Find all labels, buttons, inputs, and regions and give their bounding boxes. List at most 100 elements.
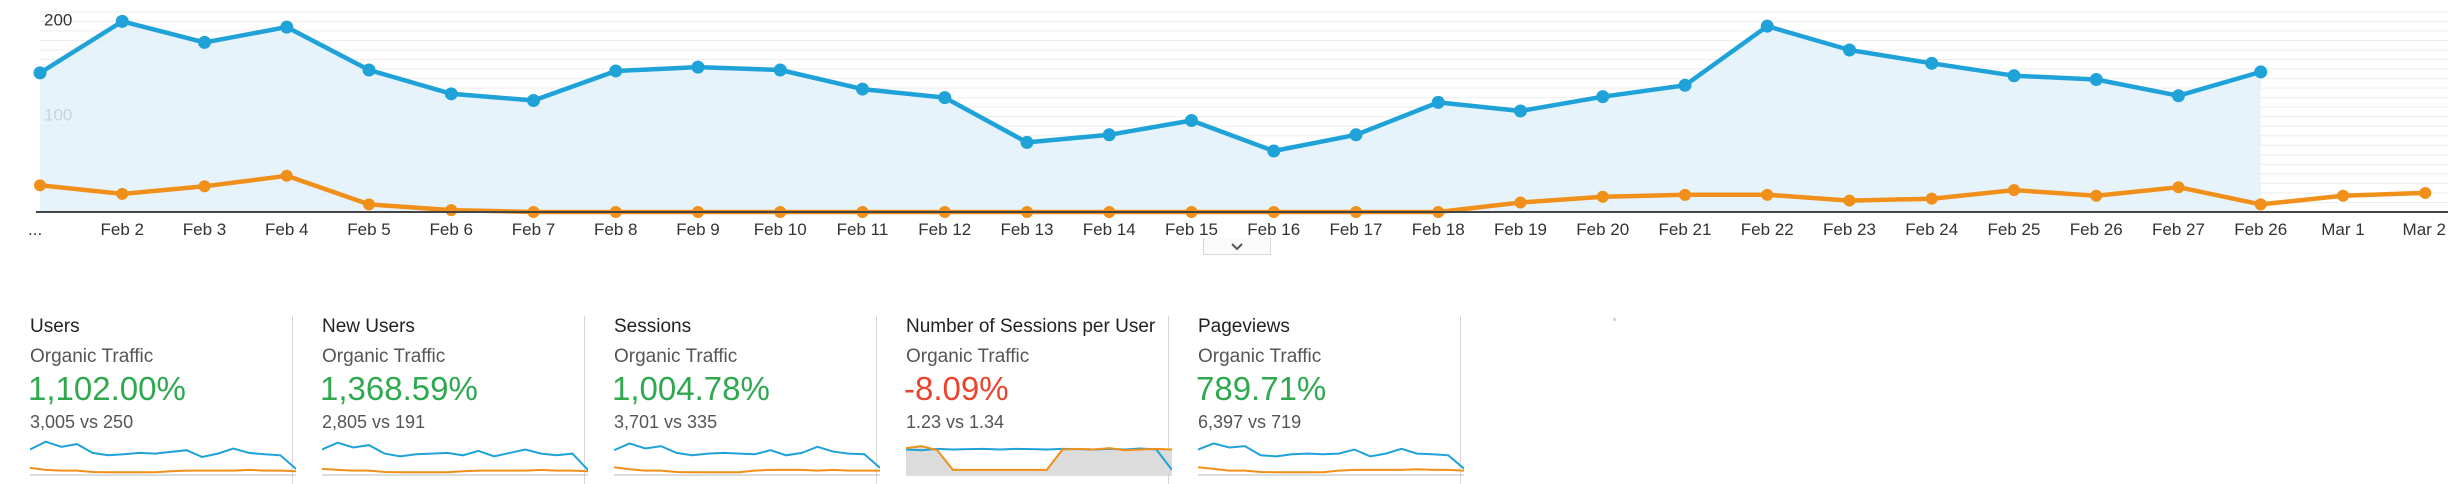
x-tick-label: Feb 14 (1083, 220, 1136, 239)
data-point (1843, 43, 1856, 57)
data-point (1267, 144, 1281, 158)
metric-compare: 3,701 vs 335 (614, 412, 718, 432)
metric-sparkline (322, 441, 588, 476)
x-tick-label: Feb 13 (1001, 220, 1054, 239)
y-tick-label: 200 (44, 10, 72, 29)
x-tick-label: Feb 22 (1741, 220, 1794, 239)
data-point (856, 82, 869, 96)
data-point (1761, 188, 1774, 201)
chart-collapse-toggle[interactable] (1203, 238, 1271, 255)
data-point (1760, 19, 1774, 33)
data-point (773, 63, 787, 77)
x-tick-label: Feb 4 (265, 220, 308, 239)
x-tick-label: Feb 15 (1165, 220, 1218, 239)
sparkline-primary (322, 441, 588, 471)
metric-compare: 2,805 vs 191 (322, 412, 426, 432)
metric-segment: Organic Traffic (322, 346, 446, 367)
sparkline-primary (1198, 442, 1464, 470)
x-tick-label: Feb 10 (754, 220, 807, 239)
series-area (40, 21, 2261, 213)
data-point (280, 20, 294, 34)
metric-segment: Organic Traffic (906, 346, 1030, 367)
metric-card-users[interactable]: Users Organic Traffic 1,102.00% 3,005 vs… (0, 316, 296, 484)
sparkline-primary (30, 440, 296, 470)
data-point (444, 87, 458, 101)
sparkline-secondary (1198, 466, 1464, 474)
sparkline-area (906, 446, 1172, 474)
data-point (938, 91, 952, 105)
data-point (1843, 194, 1856, 207)
x-tick-label: Feb 17 (1330, 220, 1383, 239)
metric-segment: Organic Traffic (30, 346, 154, 367)
x-tick-label: Feb 6 (430, 220, 473, 239)
data-point (1185, 114, 1198, 128)
data-point (445, 204, 458, 217)
data-point (1514, 104, 1527, 118)
x-tick-label: Feb 7 (512, 220, 555, 239)
data-point (609, 64, 623, 78)
metric-card-sessions[interactable]: Sessions Organic Traffic 1,004.78% 3,701… (584, 316, 880, 484)
data-point (115, 14, 129, 28)
metric-name: Pageviews (1198, 316, 1290, 337)
data-point (2007, 69, 2021, 83)
data-point (1349, 128, 1363, 142)
x-tick-label: Feb 18 (1412, 220, 1465, 239)
data-point (2337, 189, 2349, 202)
data-point (2008, 184, 2020, 197)
x-tick-label: Feb 2 (101, 220, 144, 239)
metric-change: 1,004.78% (612, 370, 770, 407)
data-point (527, 93, 540, 107)
x-tick-label: Mar 2 (2403, 220, 2446, 239)
data-point (2254, 65, 2268, 79)
metric-name: Sessions (614, 316, 692, 337)
x-tick-label: Feb 26 (2070, 220, 2123, 239)
data-point (1596, 190, 1609, 203)
x-tick-label: Feb 5 (347, 220, 390, 239)
metric-compare: 3,005 vs 250 (30, 412, 134, 432)
x-tick-label: ... (28, 220, 42, 239)
metric-sparkline (30, 440, 296, 476)
sparkline-secondary (322, 467, 588, 474)
x-tick-label: Feb 20 (1576, 220, 1629, 239)
data-point (34, 179, 46, 192)
metric-change: 789.71% (1196, 370, 1327, 407)
metric-change: 1,102.00% (28, 370, 186, 407)
sparkline-secondary (30, 466, 296, 474)
data-point (1102, 128, 1116, 142)
metric-sparkline (614, 442, 880, 476)
metric-card-sessions-per-user[interactable]: Number of Sessions per User Organic Traf… (876, 316, 1172, 484)
data-point (280, 169, 293, 182)
metric-segment: Organic Traffic (614, 346, 738, 367)
metric-change: -8.09% (904, 370, 1009, 407)
stray-dot (1613, 318, 1616, 321)
sparkline-primary (614, 442, 880, 469)
data-point (362, 63, 376, 77)
metric-name: New Users (322, 316, 415, 337)
data-point (1596, 90, 1610, 104)
metric-card-new-users[interactable]: New Users Organic Traffic 1,368.59% 2,80… (292, 316, 588, 484)
data-point (1925, 192, 1938, 205)
series-line (38, 19, 2262, 154)
metric-card-pageviews[interactable]: Pageviews Organic Traffic 789.71% 6,397 … (1168, 316, 1464, 484)
x-tick-label: Feb 21 (1659, 220, 1712, 239)
x-tick-label: Feb 11 (837, 220, 889, 239)
chevron-down-icon (1231, 242, 1243, 250)
x-tick-label: Feb 25 (1988, 220, 2041, 239)
metrics-summary: Users Organic Traffic 1,102.00% 3,005 vs… (0, 316, 1500, 484)
data-point (691, 60, 705, 74)
x-tick-label: Feb 24 (1905, 220, 1958, 239)
metric-compare: 1.23 vs 1.34 (906, 412, 1005, 432)
data-point (2419, 186, 2432, 199)
x-tick-label: Feb 8 (594, 220, 637, 239)
data-point (198, 35, 211, 49)
x-tick-label: Feb 19 (1494, 220, 1547, 239)
data-point (1678, 78, 1692, 92)
x-tick-label: Feb 9 (676, 220, 719, 239)
sparkline-secondary (614, 466, 880, 474)
metric-compare: 6,397 vs 719 (1198, 412, 1302, 432)
data-point (2254, 198, 2267, 211)
metric-segment: Organic Traffic (1198, 346, 1322, 367)
x-tick-label: Feb 16 (1247, 220, 1300, 239)
data-point (2089, 73, 2103, 87)
